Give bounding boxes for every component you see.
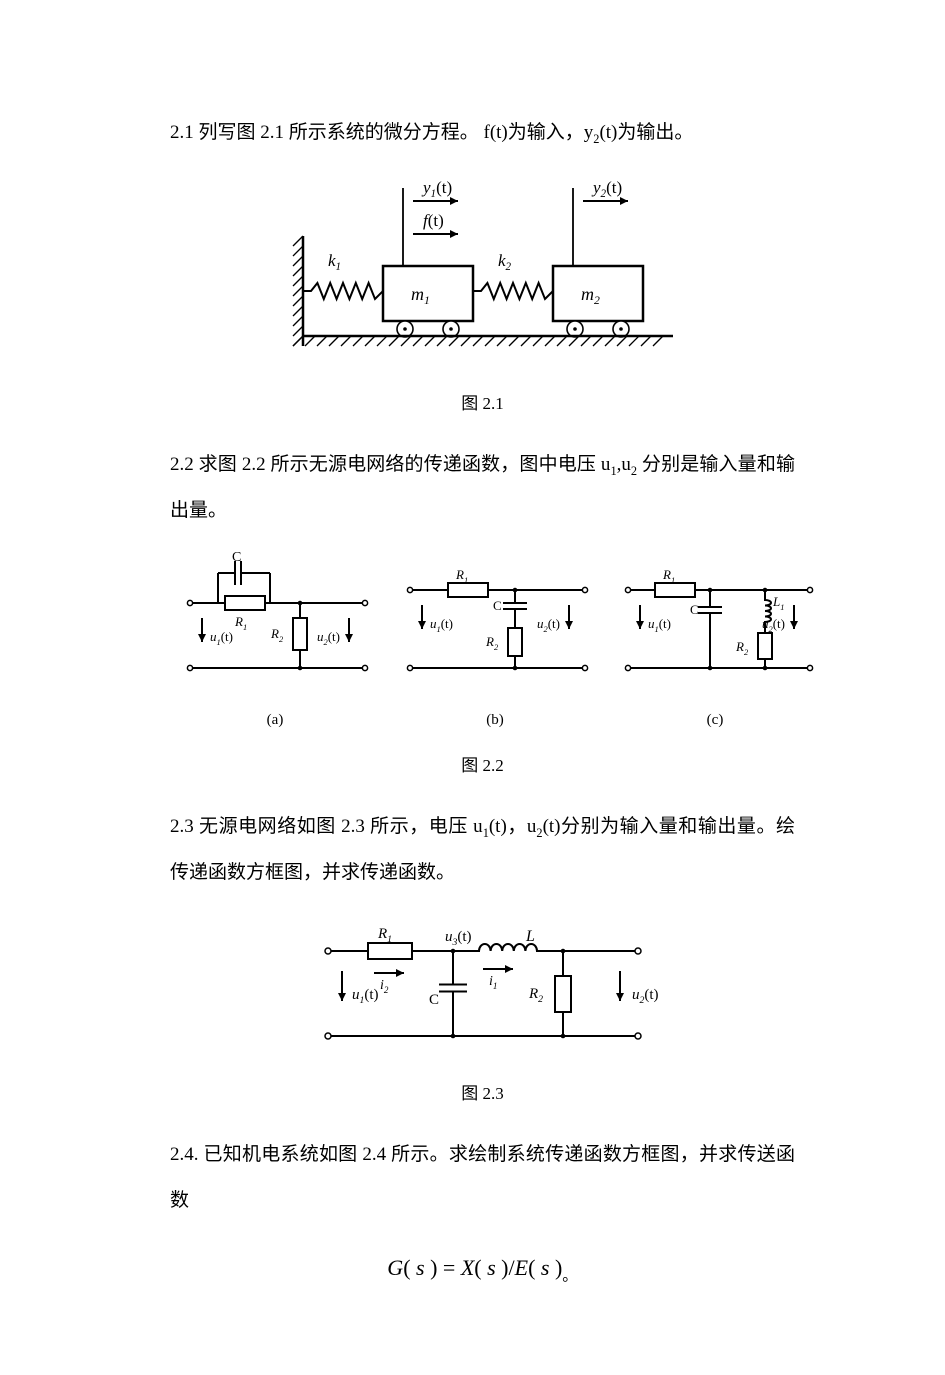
svg-text:k2: k2 — [498, 251, 512, 273]
eq-E: E — [515, 1255, 528, 1280]
svg-text:u2(t): u2(t) — [537, 616, 560, 634]
eq-X: X — [461, 1255, 474, 1280]
problem-2.1-text: 2.1 列写图 2.1 所示系统的微分方程。 f(t)为输入，y2(t)为输出。 — [170, 110, 795, 156]
figure-2.2: CR1R2u1(t)u2(t) (a) R1CR2u1(t)u2(t) (b) … — [170, 548, 795, 738]
eq-lp1: ( — [403, 1255, 410, 1280]
problem-2.2-text: 2.2 求图 2.2 所示无源电网络的传递函数，图中电压 u1,u2 分别是输入… — [170, 442, 795, 533]
label-a: (a) — [267, 702, 284, 738]
svg-text:R2: R2 — [735, 639, 749, 657]
equation-2.4: G( s ) = X( s )/E( s )。 — [170, 1242, 795, 1295]
svg-text:R1: R1 — [234, 614, 247, 632]
svg-text:u1(t): u1(t) — [648, 616, 671, 634]
svg-text:L: L — [525, 928, 535, 945]
fig22c-wrap: R1CL1R2u1(t)u2(t) (c) — [610, 548, 820, 738]
svg-text:R2: R2 — [485, 634, 499, 652]
svg-text:u2(t): u2(t) — [317, 629, 340, 647]
fig22b-svg: R1CR2u1(t)u2(t) — [390, 548, 600, 698]
svg-text:i2: i2 — [380, 978, 389, 995]
p22-mid: ,u — [617, 454, 631, 475]
problem-2.3-text: 2.3 无源电网络如图 2.3 所示，电压 u1(t)，u2(t)分别为输入量和… — [170, 804, 795, 895]
fig22c-svg: R1CL1R2u1(t)u2(t) — [610, 548, 820, 698]
eq-s3: s — [541, 1255, 550, 1280]
svg-text:C: C — [429, 992, 439, 1008]
figure-2.1: k1 m1 k2 m2 y1(t) f(t) y2(t) — [170, 166, 795, 376]
svg-text:y2(t): y2(t) — [591, 178, 622, 200]
problem-2.4-text: 2.4. 已知机电系统如图 2.4 所示。求绘制系统传递函数方框图，并求传送函数 — [170, 1132, 795, 1223]
caption-2.3: 图 2.3 — [170, 1074, 795, 1115]
svg-text:k1: k1 — [328, 251, 341, 273]
svg-text:C: C — [690, 602, 699, 617]
fig22a-wrap: C R1 R2 u1(t) u2(t) (a) — [170, 548, 380, 738]
label-b: (b) — [486, 702, 504, 738]
svg-text:R2: R2 — [270, 626, 284, 644]
eq-s1: s — [416, 1255, 425, 1280]
svg-text:m1: m1 — [411, 284, 430, 307]
fig22a-svg: C R1 R2 u1(t) u2(t) — [170, 548, 380, 698]
svg-text:i1: i1 — [489, 974, 497, 991]
svg-text:u1(t): u1(t) — [430, 616, 453, 634]
svg-text:u1(t): u1(t) — [352, 987, 379, 1006]
svg-text:u2(t): u2(t) — [632, 987, 659, 1006]
fig22b-wrap: R1CR2u1(t)u2(t) (b) — [390, 548, 600, 738]
svg-text:y1(t): y1(t) — [421, 178, 452, 200]
fig21-svg: k1 m1 k2 m2 y1(t) f(t) y2(t) — [273, 166, 693, 376]
label-c: (c) — [707, 702, 724, 738]
svg-text:C: C — [232, 550, 241, 565]
p23-mid1: (t)，u — [489, 816, 537, 837]
p22-pre: 2.2 求图 2.2 所示无源电网络的传递函数，图中电压 u — [170, 454, 610, 475]
svg-text:u1(t): u1(t) — [210, 629, 233, 647]
svg-text:R2: R2 — [528, 986, 543, 1005]
caption-2.2: 图 2.2 — [170, 746, 795, 787]
eq-lp2: ( — [474, 1255, 481, 1280]
svg-text:f(t): f(t) — [423, 211, 444, 230]
eq-eq: = — [437, 1255, 460, 1280]
svg-text:C: C — [493, 598, 502, 613]
eq-period: 。 — [562, 1267, 577, 1284]
eq-lp3: ( — [528, 1255, 535, 1280]
fig23-svg: R1i2u3(t)Li1CR2u1(t)u2(t) — [303, 906, 663, 1066]
figure-2.3: R1i2u3(t)Li1CR2u1(t)u2(t) — [170, 906, 795, 1066]
p21-pre: 2.1 列写图 2.1 所示系统的微分方程。 f(t)为输入，y — [170, 122, 593, 143]
svg-text:u3(t): u3(t) — [445, 929, 472, 948]
caption-2.1: 图 2.1 — [170, 384, 795, 425]
p21-post: (t)为输出。 — [599, 122, 693, 143]
p23-pre: 2.3 无源电网络如图 2.3 所示，电压 u — [170, 816, 483, 837]
eq-rp2: ) — [501, 1255, 508, 1280]
eq-s2: s — [487, 1255, 496, 1280]
svg-text:m2: m2 — [581, 284, 600, 307]
eq-G: G — [387, 1255, 403, 1280]
svg-text:L1: L1 — [772, 594, 784, 612]
